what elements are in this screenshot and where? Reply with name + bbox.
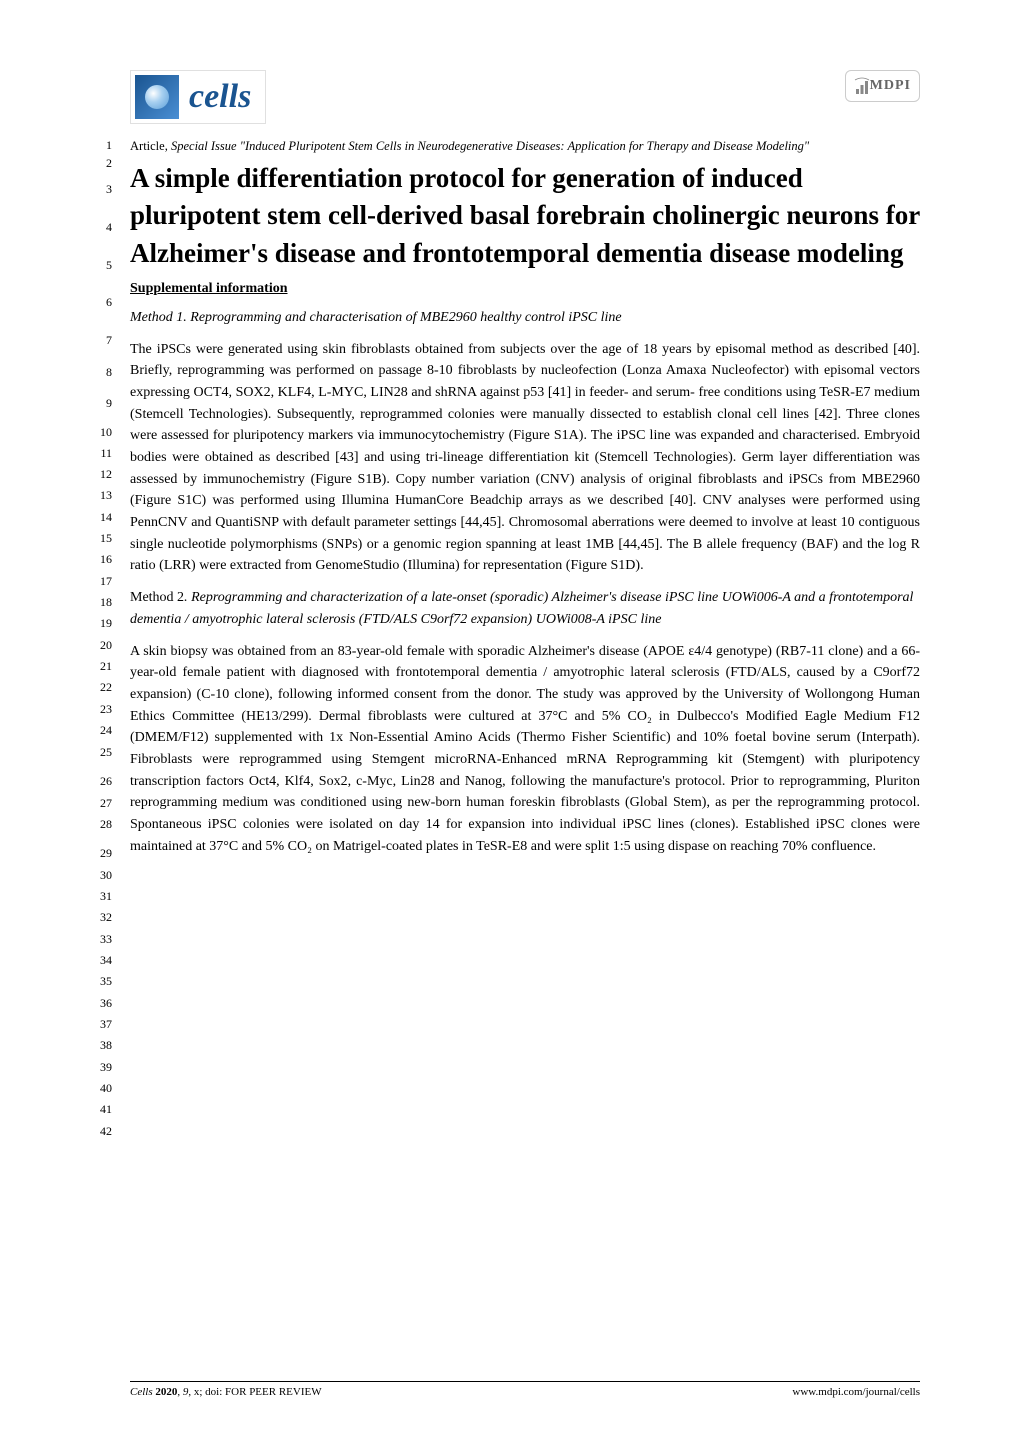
cells-logo-text: cells [189, 78, 251, 116]
line-number: 30 [92, 869, 112, 881]
line-number: 8 [92, 366, 112, 378]
method2-body: A skin biopsy was obtained from an 83-ye… [130, 641, 920, 858]
mdpi-icon [854, 77, 870, 95]
article-title: A simple differentiation protocol for ge… [130, 160, 920, 273]
footer-citation: Cells 2020, 9, x; doi: FOR PEER REVIEW [130, 1386, 322, 1398]
line-number: 1 [92, 139, 112, 151]
method2-prefix: Method 2 [130, 590, 184, 605]
line-number: 29 [92, 847, 112, 859]
article-type-prefix: Article, [130, 139, 168, 153]
line-number: 38 [92, 1039, 112, 1051]
line-number: 23 [92, 703, 112, 715]
line-number: 39 [92, 1061, 112, 1073]
line-number: 3 [92, 183, 112, 195]
mdpi-logo-text: MDPI [870, 78, 911, 94]
article-type-detail: Special Issue "Induced Pluripotent Stem … [168, 139, 809, 153]
line-number: 19 [92, 617, 112, 629]
line-number: 7 [92, 334, 112, 346]
line-number: 14 [92, 511, 112, 523]
mdpi-publisher-logo: MDPI [845, 70, 920, 102]
line-number: 2 [92, 157, 112, 169]
line-number: 4 [92, 221, 112, 233]
cells-journal-logo: cells [130, 70, 266, 124]
method2-italic: . Reprogramming and characterization of … [130, 590, 913, 627]
footer-left-rest: 2020, 9, x; doi: FOR PEER REVIEW [155, 1386, 321, 1398]
line-number: 6 [92, 296, 112, 308]
line-number: 27 [92, 797, 112, 809]
method1-body: The iPSCs were generated using skin fibr… [130, 339, 920, 578]
line-number: 9 [92, 397, 112, 409]
line-number: 37 [92, 1018, 112, 1030]
line-number: 20 [92, 639, 112, 651]
line-number: 11 [92, 447, 112, 459]
line-number: 32 [92, 911, 112, 923]
line-number: 42 [92, 1125, 112, 1137]
line-number: 22 [92, 681, 112, 693]
line-number: 41 [92, 1103, 112, 1115]
line-number: 12 [92, 468, 112, 480]
supplemental-heading: Supplemental information [130, 281, 920, 297]
method1-heading: Method 1. Reprogramming and characterisa… [130, 307, 920, 329]
line-number: 35 [92, 975, 112, 987]
page-footer: Cells 2020, 9, x; doi: FOR PEER REVIEW w… [130, 1381, 920, 1398]
line-number: 33 [92, 933, 112, 945]
line-number: 15 [92, 532, 112, 544]
line-number: 21 [92, 660, 112, 672]
line-number: 34 [92, 954, 112, 966]
line-number: 40 [92, 1082, 112, 1094]
page-header: cells MDPI [130, 70, 920, 124]
line-number: 5 [92, 259, 112, 271]
cells-logo-icon [135, 75, 179, 119]
line-number: 10 [92, 426, 112, 438]
footer-url: www.mdpi.com/journal/cells [792, 1386, 920, 1398]
line-number: 26 [92, 775, 112, 787]
line-number: 16 [92, 553, 112, 565]
line-number: 31 [92, 890, 112, 902]
line-number: 24 [92, 724, 112, 736]
footer-journal: Cells [130, 1386, 155, 1398]
line-number: 25 [92, 746, 112, 758]
line-number: 13 [92, 489, 112, 501]
method2-heading: Method 2. Reprogramming and characteriza… [130, 587, 920, 630]
article-type-line: Article, Special Issue "Induced Pluripot… [130, 138, 920, 156]
line-number: 18 [92, 596, 112, 608]
line-number: 36 [92, 997, 112, 1009]
line-number: 28 [92, 818, 112, 830]
line-number: 17 [92, 575, 112, 587]
